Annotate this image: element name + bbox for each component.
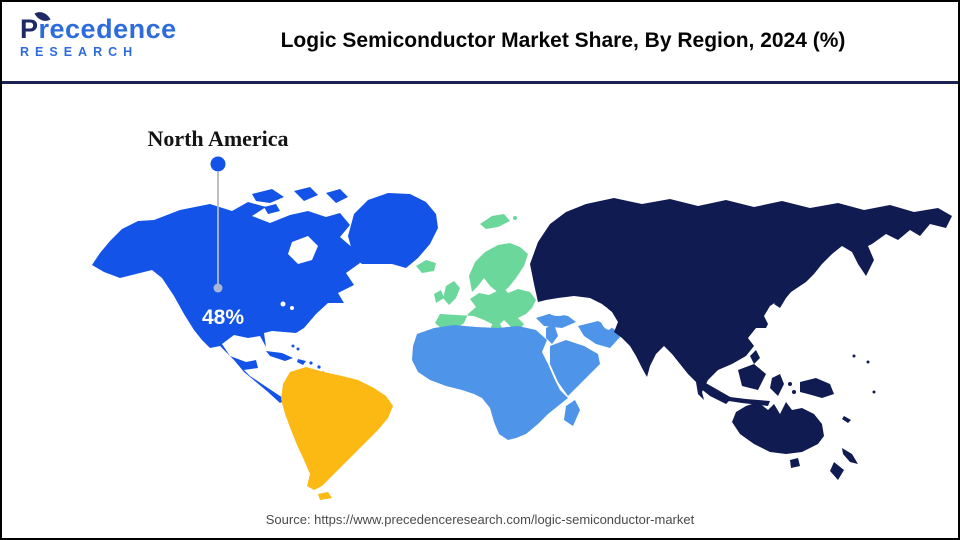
svalbard: [480, 214, 510, 229]
svalbard-isle: [513, 216, 517, 220]
region-north-america: [92, 187, 438, 403]
africa-mainland: [412, 325, 568, 440]
philippines: [750, 350, 760, 364]
molucca-isle: [788, 382, 792, 386]
pacific-isle: [852, 354, 856, 358]
cuba: [266, 351, 293, 361]
madagascar: [564, 400, 580, 426]
callout-anchor-dot: [213, 283, 223, 293]
borneo: [738, 364, 766, 390]
turkey: [536, 313, 576, 328]
caribbean-island: [309, 361, 313, 365]
australia: [732, 402, 824, 454]
region-europe: [416, 214, 536, 340]
japan: [774, 254, 814, 308]
molucca-isle: [792, 390, 796, 394]
source-text: Source: https://www.precedenceresearch.c…: [265, 512, 695, 527]
arctic-island: [252, 189, 284, 203]
precedence-research-logo: Precedence RESEARCH: [20, 8, 235, 60]
south-america-mainland: [281, 367, 393, 490]
caribbean-island: [317, 365, 321, 369]
region-south-america: [281, 367, 393, 500]
header: Precedence RESEARCH Logic Semiconductor …: [2, 2, 958, 84]
callout-dot: [210, 156, 226, 172]
levant: [546, 324, 558, 344]
logo-subname: RESEARCH: [20, 45, 139, 60]
region-asia-pacific: [530, 198, 952, 480]
tierra-del-fuego: [318, 492, 332, 500]
caspian-sea: [599, 306, 613, 330]
tasmania: [790, 458, 800, 468]
sakhalin: [820, 230, 832, 258]
new-guinea: [800, 378, 834, 398]
sulawesi: [770, 374, 784, 396]
black-sea: [549, 308, 567, 316]
arabia: [550, 340, 600, 396]
caribbean-island: [291, 344, 295, 348]
region-label: North America: [147, 126, 288, 151]
north-america-callout: North America 48%: [147, 126, 288, 329]
great-lake: [290, 306, 294, 310]
new-caledonia: [842, 416, 851, 423]
arctic-island: [264, 204, 280, 214]
hispaniola: [297, 359, 306, 365]
asia-mainland: [530, 198, 952, 400]
region-share-value: 48%: [202, 306, 244, 329]
new-zealand-north: [842, 448, 858, 464]
hudson-bay: [288, 236, 318, 264]
pacific-isle: [866, 360, 870, 364]
great-britain: [443, 281, 460, 305]
iran: [578, 321, 620, 348]
europe-mainland: [435, 284, 536, 336]
iceland: [416, 260, 436, 273]
caribbean-island: [296, 347, 300, 351]
logo-name: Precedence: [20, 14, 177, 44]
arctic-island: [294, 187, 318, 201]
ireland: [434, 290, 444, 303]
region-middle-east-africa: [412, 313, 620, 440]
pacific-isle: [872, 390, 876, 394]
new-zealand-south: [830, 462, 844, 480]
greenland: [348, 193, 438, 268]
arctic-island: [326, 189, 348, 203]
chart-title: Logic Semiconductor Market Share, By Reg…: [280, 29, 846, 52]
great-lake: [280, 301, 286, 307]
scandinavia: [469, 243, 528, 294]
java: [722, 396, 770, 406]
